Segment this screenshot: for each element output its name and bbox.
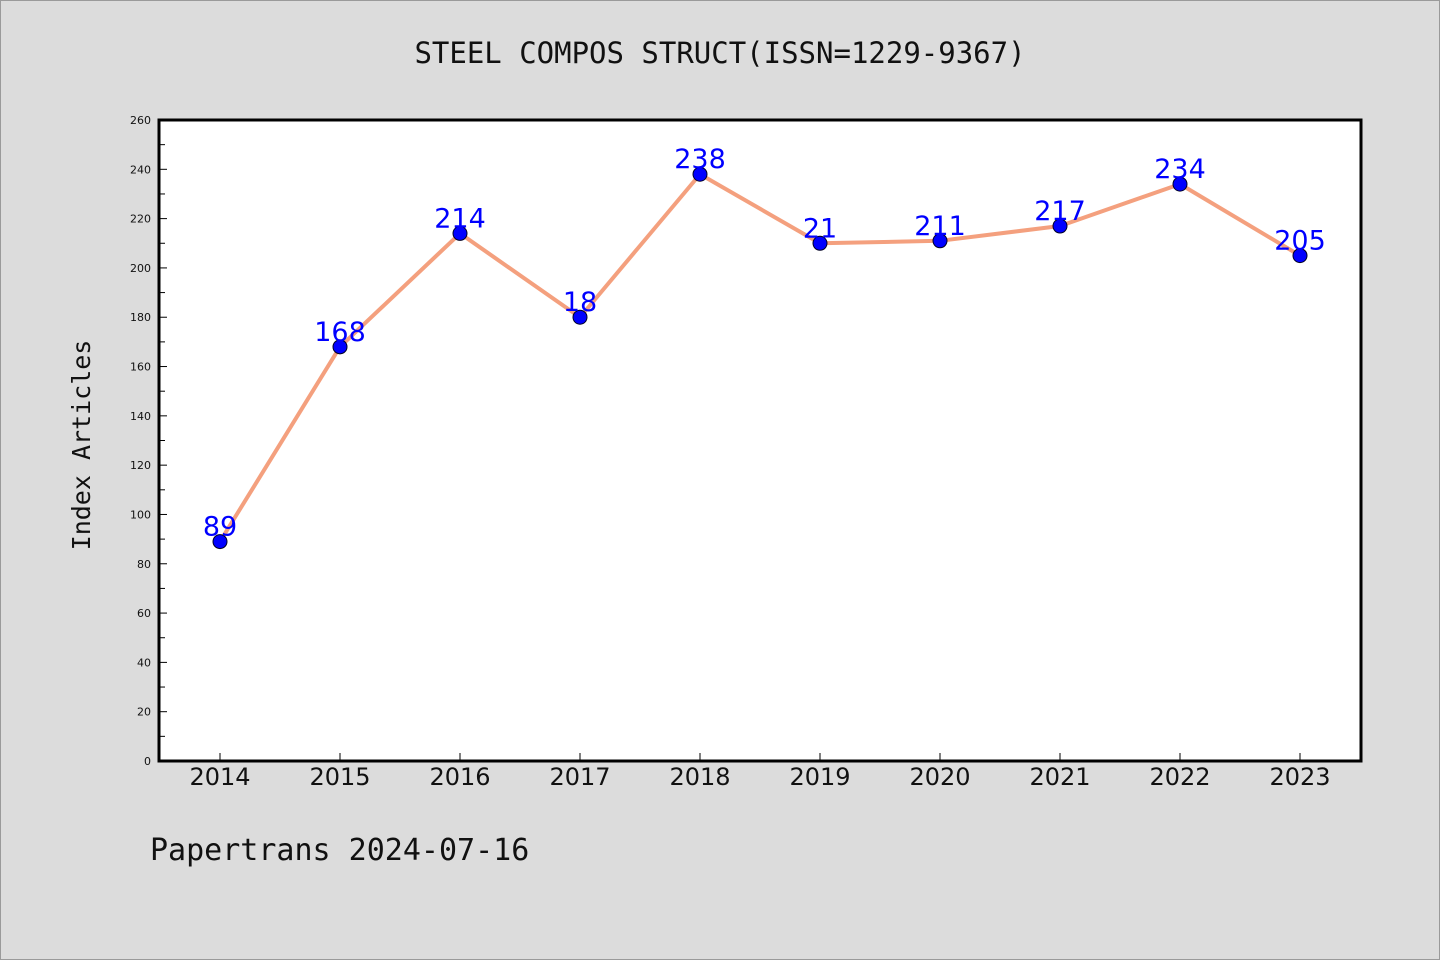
y-tick-label: 80 xyxy=(137,558,151,571)
y-tick-label: 0 xyxy=(144,755,151,768)
series-line xyxy=(218,172,1302,544)
plot-area xyxy=(157,118,1363,763)
x-tick-label: 2022 xyxy=(1149,763,1210,791)
data-point-2021 xyxy=(1052,218,1068,234)
data-label-2018: 238 xyxy=(674,144,726,175)
y-tick-label: 60 xyxy=(137,607,151,620)
data-point-2019 xyxy=(812,235,828,251)
x-tick-label: 2023 xyxy=(1269,763,1330,791)
y-tick-label: 120 xyxy=(130,459,151,472)
data-point-2017 xyxy=(572,309,588,325)
x-tick-label: 2014 xyxy=(189,763,250,791)
y-tick-label: 20 xyxy=(137,706,151,719)
data-point-2018 xyxy=(692,166,708,182)
x-tick-label: 2021 xyxy=(1029,763,1090,791)
data-label-2016: 214 xyxy=(434,203,486,234)
data-label-2021: 217 xyxy=(1034,196,1086,227)
y-tick-label: 180 xyxy=(130,311,151,324)
data-point-2015 xyxy=(332,339,348,355)
y-tick-label: 40 xyxy=(137,656,151,669)
series-group: 89 168 214 18 238 21 211 217 234 205 xyxy=(203,144,1326,550)
x-tick-label: 2019 xyxy=(789,763,850,791)
data-point-2016 xyxy=(452,225,468,241)
data-point-2020 xyxy=(932,233,948,249)
y-tick-label: 220 xyxy=(130,213,151,226)
data-point-2023 xyxy=(1292,248,1308,264)
data-label-2014: 89 xyxy=(203,512,237,543)
x-tick-label: 2016 xyxy=(429,763,490,791)
data-label-2023: 205 xyxy=(1274,226,1326,257)
data-label-2015: 168 xyxy=(314,317,366,348)
data-point-2022 xyxy=(1172,176,1188,192)
y-axis: 0 20 40 60 80 100 120 140 160 180 200 220 240 260 xyxy=(130,114,167,768)
y-tick-label: 100 xyxy=(130,508,151,521)
chart-title: STEEL COMPOS STRUCT(ISSN=1229-9367) xyxy=(414,36,1026,70)
data-label-2022: 234 xyxy=(1154,154,1206,185)
y-tick-label: 240 xyxy=(130,163,151,176)
x-axis: 2014 2015 2016 2017 2018 2019 2020 2021 2022 2023 xyxy=(189,753,1331,791)
y-tick-label: 260 xyxy=(130,114,151,127)
y-tick-label: 200 xyxy=(130,262,151,275)
data-label-2017: 18 xyxy=(563,287,597,318)
y-tick-label: 140 xyxy=(130,410,151,423)
x-tick-label: 2020 xyxy=(909,763,970,791)
data-label-2020: 211 xyxy=(914,211,966,242)
x-tick-label: 2017 xyxy=(549,763,610,791)
data-point-2014 xyxy=(212,534,228,550)
y-tick-label: 160 xyxy=(130,361,151,374)
x-tick-label: 2018 xyxy=(669,763,730,791)
data-label-2019: 21 xyxy=(803,213,837,244)
y-axis-label: Index Articles xyxy=(67,340,96,551)
x-tick-label: 2015 xyxy=(309,763,370,791)
footer-credit: Papertrans 2024-07-16 xyxy=(150,833,530,868)
